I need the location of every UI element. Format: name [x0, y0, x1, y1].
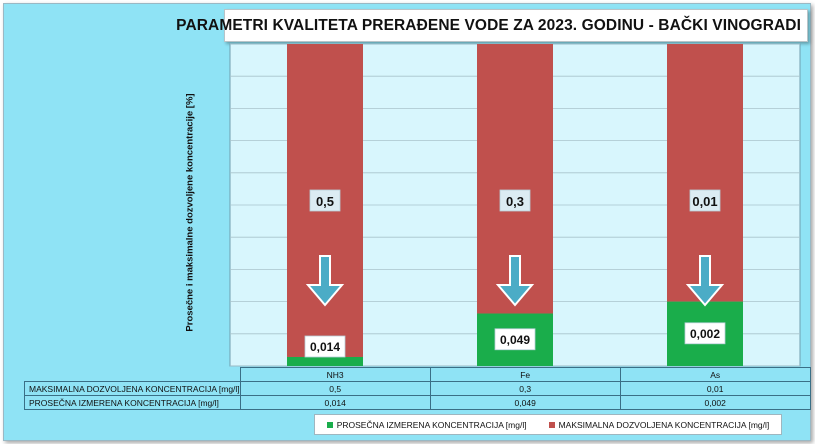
table-cell: 0,014	[239, 395, 431, 410]
data-label-box	[689, 189, 721, 212]
table-cell: 0,002	[619, 395, 811, 410]
table-corner-cell	[24, 367, 241, 382]
data-label-box	[494, 328, 536, 351]
data-label-box	[499, 189, 531, 212]
data-label-measured: 0,014	[310, 340, 340, 354]
arrow-down-icon	[305, 255, 345, 307]
bar-measured-NH3	[287, 356, 363, 366]
legend-entry-measured: PROSEČNA IZMERENA KONCENTRACIJA [mg/l]	[326, 419, 527, 430]
data-label-measured: 0,049	[500, 333, 530, 347]
legend-label: PROSEČNA IZMERENA KONCENTRACIJA [mg/l]	[336, 419, 527, 430]
legend-entry-max: MAKSIMALNA DOZVOLJENA KONCENTRACIJA [mg/…	[548, 419, 770, 430]
data-table: NH3 Fe As MAKSIMALNA DOZVOLJENA KONCENTR…	[24, 367, 811, 410]
chart-title-box: PARAMETRI KVALITETA PRERAĐENE VODE ZA 20…	[176, 9, 808, 42]
chart-legend: PROSEČNA IZMERENA KONCENTRACIJA [mg/l] M…	[314, 414, 782, 435]
table-row: MAKSIMALNA DOZVOLJENA KONCENTRACIJA [mg/…	[24, 381, 811, 396]
table-cell: 0,049	[429, 395, 621, 410]
arrow-down-icon	[495, 255, 535, 307]
table-category-header: As	[619, 367, 811, 382]
legend-swatch	[326, 421, 333, 428]
data-label-box	[309, 189, 341, 212]
table-header-row: NH3 Fe As	[24, 367, 811, 382]
legend-swatch	[548, 421, 555, 428]
table-row-label: MAKSIMALNA DOZVOLJENA KONCENTRACIJA [mg/…	[24, 381, 241, 396]
table-row-label: PROSEČNA IZMERENA KONCENTRACIJA [mg/l]	[24, 395, 241, 410]
table-category-header: NH3	[239, 367, 431, 382]
chart-title: PARAMETRI KVALITETA PRERAĐENE VODE ZA 20…	[176, 16, 801, 34]
y-axis-label: Prosečne i maksimalne dozvoljene koncent…	[184, 93, 196, 332]
data-label-box	[304, 335, 346, 358]
table-cell: 0,5	[239, 381, 431, 396]
table-category-header: Fe	[429, 367, 621, 382]
table-cell: 0,01	[619, 381, 811, 396]
data-label-max: 0,01	[692, 194, 717, 209]
data-label-measured: 0,002	[690, 327, 720, 341]
table-cell: 0,3	[429, 381, 621, 396]
data-label-box	[684, 322, 726, 345]
data-label-max: 0,5	[316, 194, 334, 209]
legend-label: MAKSIMALNA DOZVOLJENA KONCENTRACIJA [mg/…	[558, 419, 770, 430]
data-label-max: 0,3	[506, 194, 524, 209]
arrow-down-icon	[685, 255, 725, 307]
table-row: PROSEČNA IZMERENA KONCENTRACIJA [mg/l] 0…	[24, 395, 811, 410]
